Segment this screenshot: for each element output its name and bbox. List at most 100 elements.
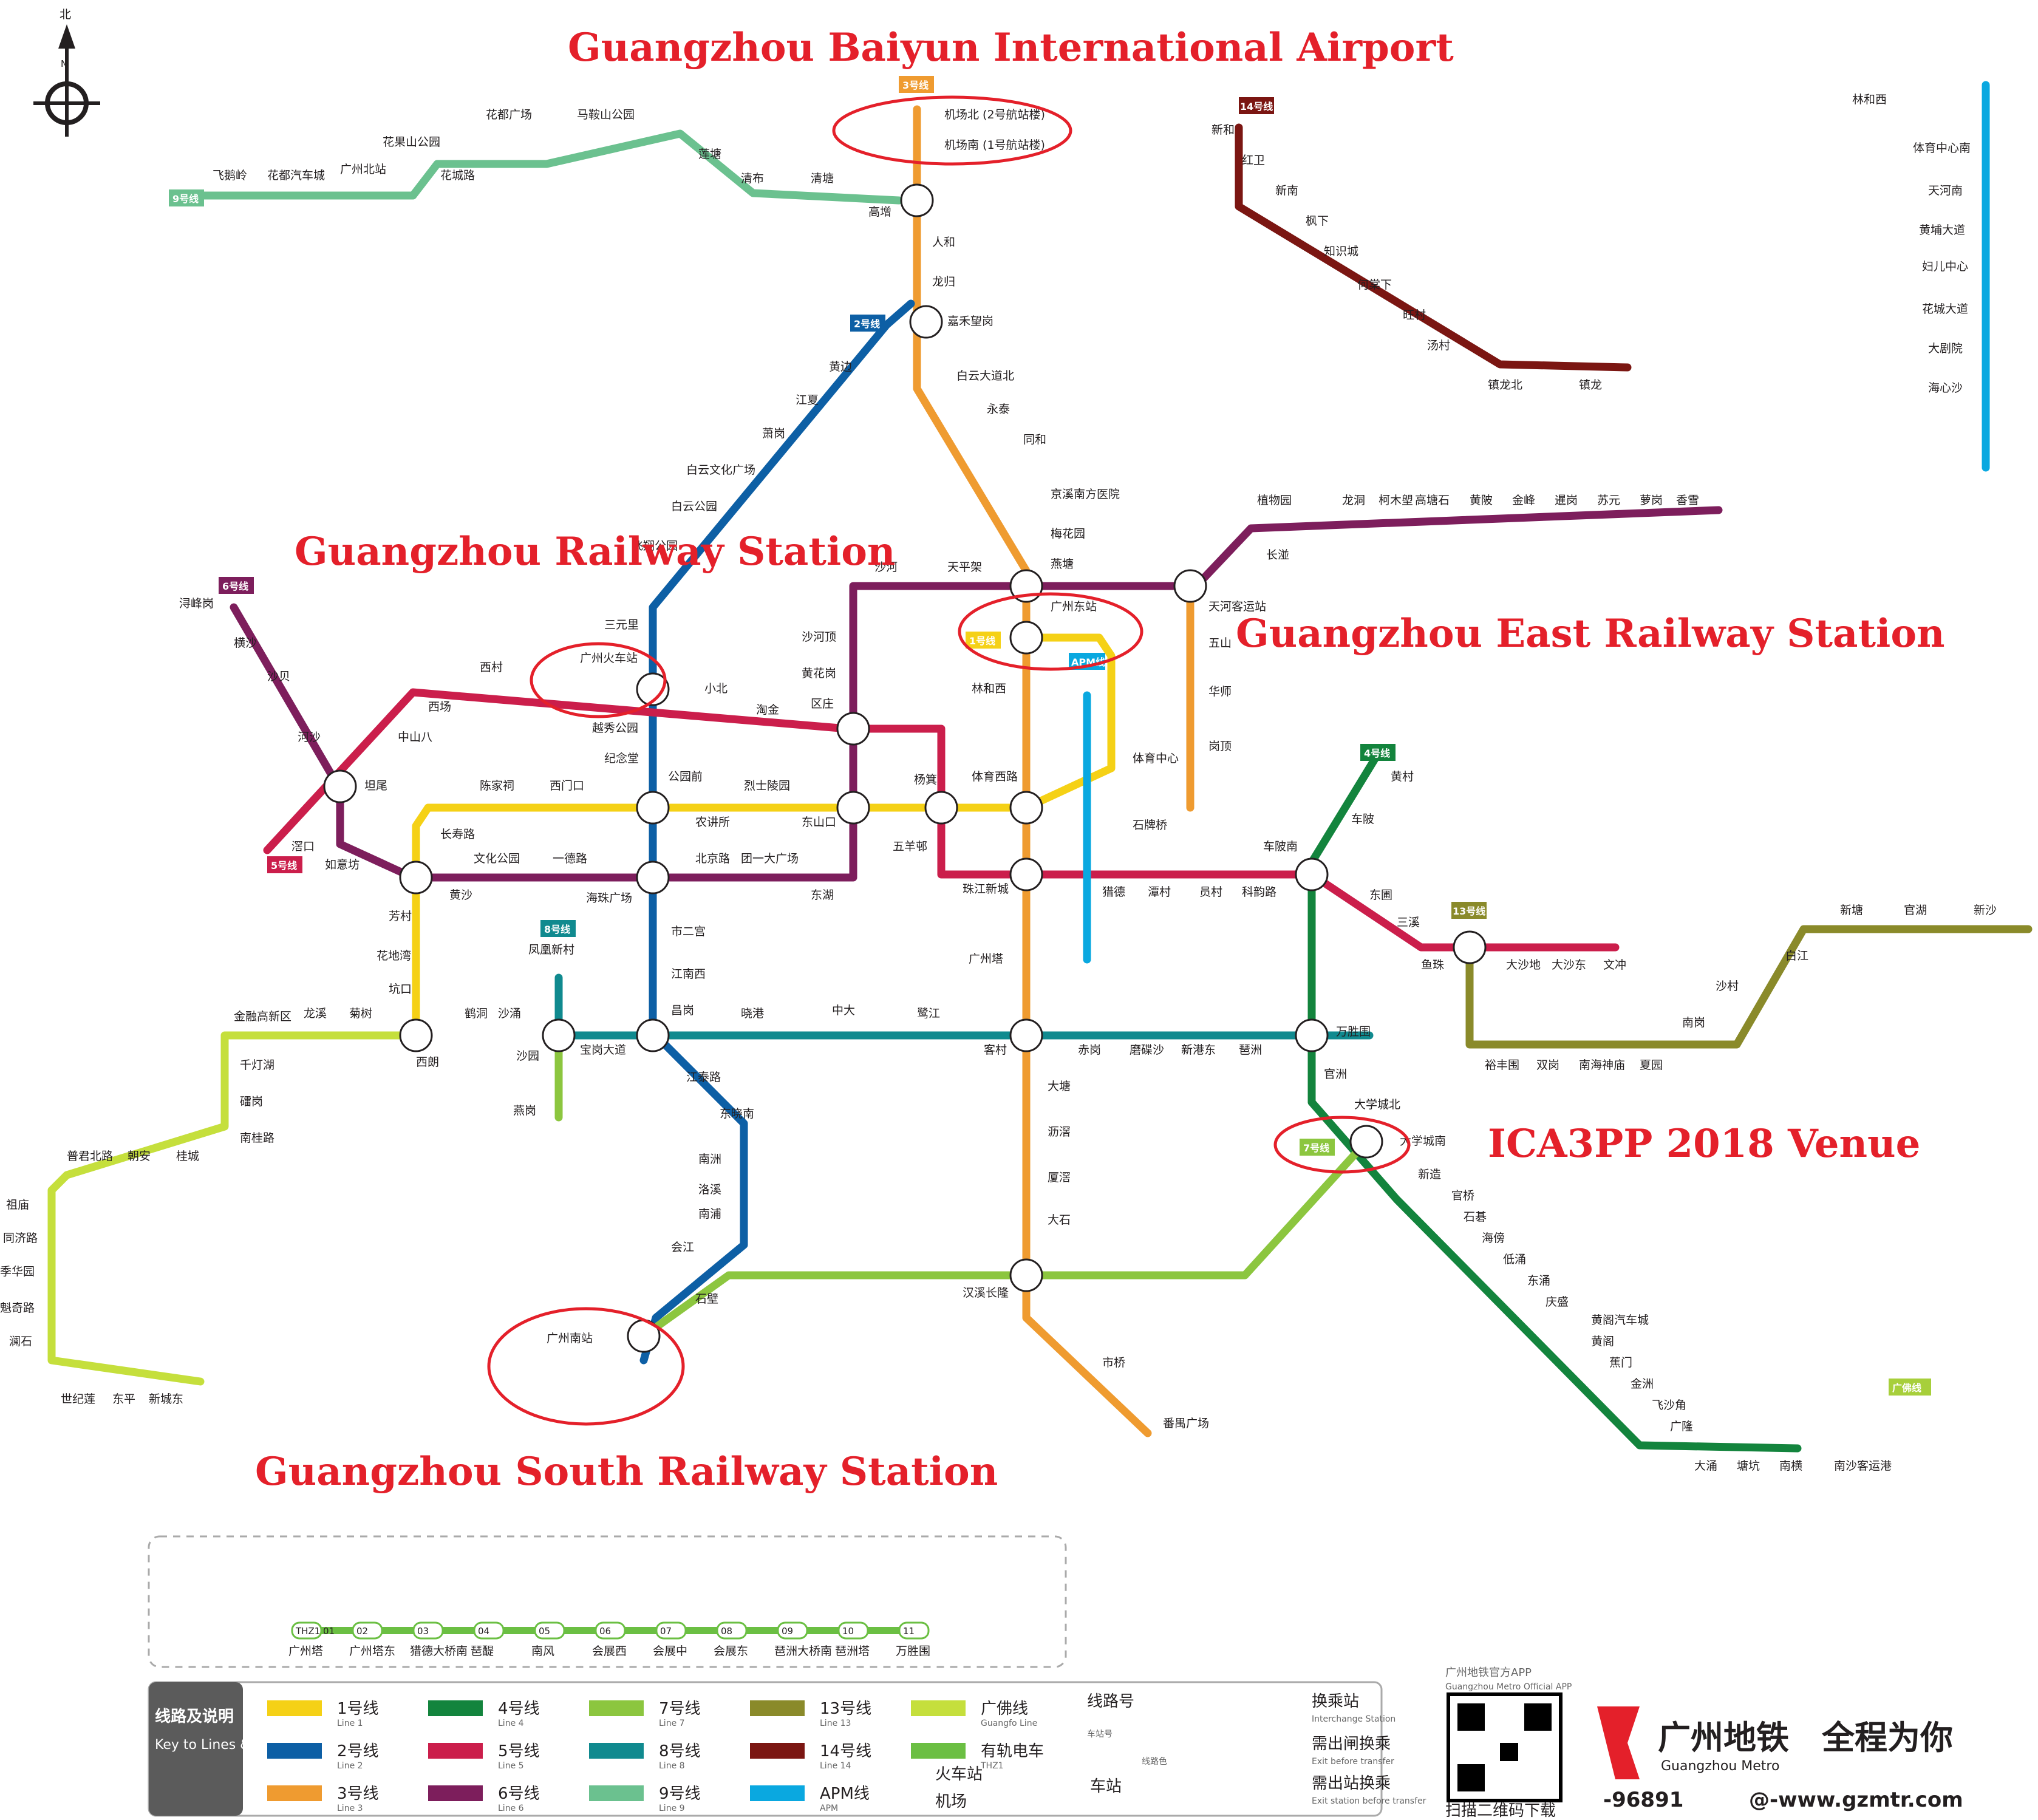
legend-line-sub: Line 3 — [337, 1804, 363, 1813]
tram-stop-label: 会展东 — [714, 1644, 748, 1658]
tram-stop-marker — [534, 1621, 565, 1640]
station-label: 高增 — [868, 205, 891, 219]
legend-swatch — [589, 1743, 644, 1759]
station-label: 花地湾 — [377, 949, 411, 963]
station-label: 夏园 — [1640, 1058, 1663, 1072]
station-label: 市桥 — [1102, 1356, 1125, 1369]
legend-interchange-en: Interchange Station — [1312, 1714, 1396, 1724]
station-label: 柯木塱 — [1379, 494, 1413, 507]
footer: 广州地铁官方APP Guangzhou Metro Official APP 扫… — [1445, 1666, 1963, 1820]
station-label: 华师 — [1208, 685, 1232, 698]
station-label: 白云文化广场 — [686, 463, 755, 477]
station-label: 五山 — [1208, 636, 1232, 650]
legend-line-label: 3号线 — [337, 1785, 379, 1803]
station-label: 机场北 (2号航站楼) — [944, 108, 1045, 121]
station-label: 东涌 — [1527, 1274, 1550, 1287]
legend-swatch — [589, 1700, 644, 1716]
station-label: 潭村 — [1148, 885, 1171, 899]
legend-line-label: 9号线 — [659, 1785, 701, 1803]
line-13 — [1465, 925, 2033, 1049]
station-label: 永泰 — [987, 403, 1010, 416]
station-label: 宝岗大道 — [580, 1043, 626, 1057]
station-label: 广州北站 — [340, 163, 386, 176]
line-guangfo — [47, 1031, 420, 1386]
tram-stop-marker — [716, 1621, 748, 1640]
legend-swatch — [911, 1743, 966, 1759]
station-label: 季华园 — [0, 1265, 35, 1278]
interchanges — [323, 183, 1487, 1353]
station-label: 京溪南方医院 — [1051, 488, 1120, 501]
station-label: 龙洞 — [1342, 494, 1365, 507]
tram-stop-code: 06 — [599, 1626, 611, 1637]
tram-stop-label: 万胜围 — [896, 1644, 930, 1658]
legend-line-label: 14号线 — [820, 1742, 871, 1760]
station-label: 南沙客运港 — [1834, 1459, 1892, 1473]
legend-swatch — [750, 1785, 805, 1801]
station-label: 大学城南 — [1400, 1134, 1446, 1148]
station-label: 晓港 — [741, 1007, 764, 1020]
station-label: 白江 — [1785, 949, 1808, 963]
legend-swatch — [428, 1785, 483, 1801]
station-label: 区庄 — [811, 697, 834, 711]
station-label: 东湖 — [811, 888, 834, 902]
station-label: 马鞍山公园 — [577, 108, 635, 121]
tram-stop-marker — [352, 1621, 383, 1640]
legend-line-label: 4号线 — [498, 1700, 540, 1718]
tram-stop-code: 04 — [478, 1626, 489, 1637]
station-label: 市二宫 — [671, 925, 706, 938]
station-label: 江夏 — [796, 394, 819, 407]
station-label: 金洲 — [1631, 1377, 1654, 1391]
station-label: 南海神庙 — [1579, 1058, 1625, 1072]
badge-line-14: 14号线 — [1240, 101, 1273, 112]
station-label: 会江 — [671, 1241, 694, 1254]
badge-guangfo: 广佛线 — [1892, 1382, 1921, 1394]
brand-cn: 广州地铁 — [1658, 1719, 1789, 1757]
station-label: 沙河顶 — [802, 630, 836, 644]
station-label: 东晓南 — [720, 1107, 754, 1120]
station-label: 黄阁汽车城 — [1591, 1314, 1649, 1327]
station-label: 新港东 — [1181, 1043, 1216, 1057]
station-label: 燕岗 — [513, 1104, 536, 1117]
annotation-venue: ICA3PP 2018 Venue — [1488, 1121, 1920, 1167]
station-label: 萝岗 — [1640, 494, 1663, 507]
station-label: 官洲 — [1324, 1068, 1347, 1081]
line-14 — [1235, 123, 1632, 372]
legend-line-color: 线路色 — [1142, 1756, 1167, 1767]
compass-label: 北 — [60, 8, 71, 21]
tram-stop-label: 猎德大桥南 — [410, 1644, 468, 1658]
station-label: 文化公园 — [474, 852, 520, 865]
legend-swatch — [589, 1785, 644, 1801]
station-label: 洛溪 — [698, 1183, 721, 1196]
station-label: 团一大广场 — [741, 852, 799, 865]
station-label: 新沙 — [1974, 904, 1997, 917]
metro-logo-icon — [1597, 1706, 1640, 1779]
legend-swatch — [911, 1700, 966, 1716]
legend-line-label: 13号线 — [820, 1700, 871, 1718]
station-label: 世纪莲 — [61, 1392, 95, 1406]
station-label: 西门口 — [550, 779, 584, 792]
legend-airport: 机场 — [935, 1793, 967, 1811]
station-label: 大沙地 — [1506, 958, 1541, 972]
legend-exit-station: 需出站换乘 — [1312, 1774, 1391, 1793]
station-label: 海心沙 — [1928, 381, 1963, 395]
tram-stop-label: 南风 — [531, 1644, 554, 1658]
station-label: 新和 — [1212, 123, 1235, 137]
station-label: 长寿路 — [440, 828, 475, 841]
slogan: 全程为你 — [1821, 1719, 1953, 1757]
station-label: 南洲 — [698, 1153, 721, 1166]
station-label: 烈士陵园 — [744, 779, 790, 792]
tram-stop-code: 10 — [842, 1626, 854, 1637]
station-label: 白云公园 — [671, 500, 717, 513]
badge-line-5: 5号线 — [271, 860, 297, 871]
tram-stop-label: 琶洲塔 — [835, 1644, 870, 1658]
station-label: 礌岗 — [240, 1095, 263, 1108]
station-label: 花果山公园 — [383, 135, 440, 149]
station-label: 沙涌 — [498, 1007, 521, 1020]
station-label: 塘坑 — [1737, 1459, 1760, 1473]
tram-stop-marker — [291, 1621, 322, 1640]
station-label: 梅花园 — [1051, 527, 1085, 540]
station-labels: 机场北 (2号航站楼) 机场南 (1号航站楼) 高增 人和 龙归 嘉禾望岗 白云… — [0, 93, 1997, 1473]
station-label: 淘金 — [756, 703, 779, 717]
legend-line-label: 5号线 — [498, 1742, 540, 1760]
